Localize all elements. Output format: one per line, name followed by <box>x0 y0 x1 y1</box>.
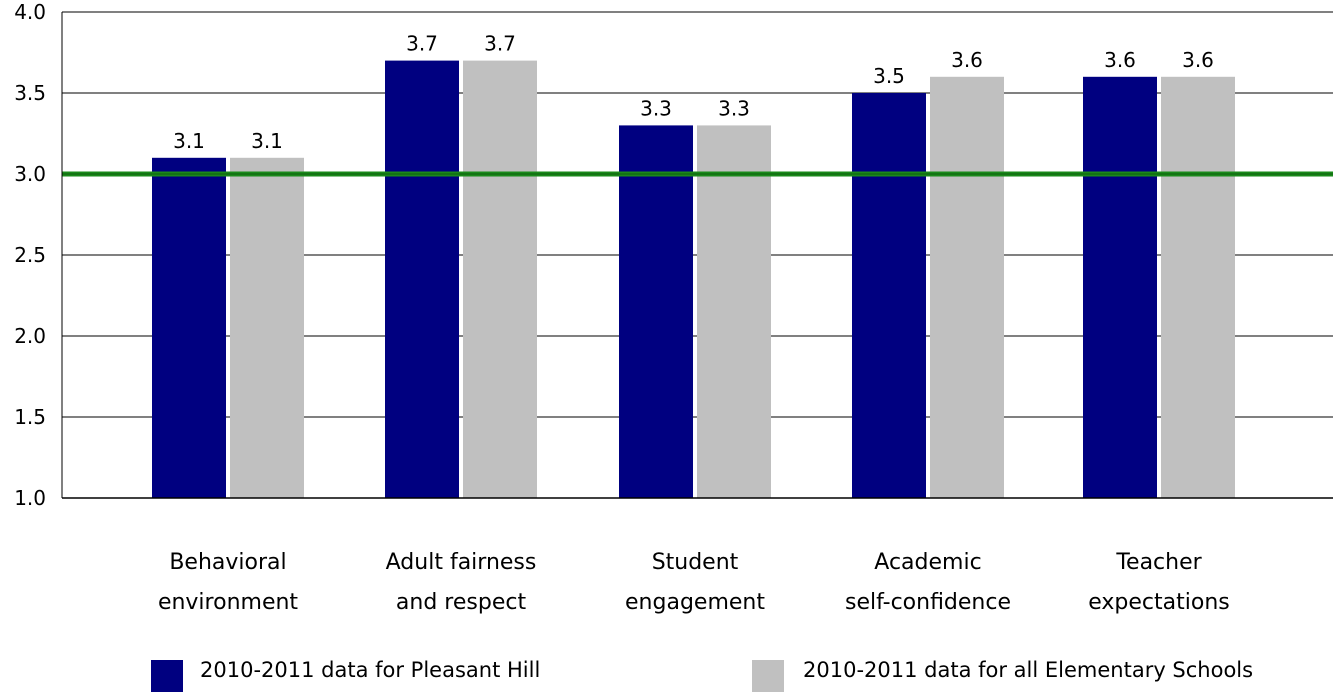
bars <box>152 60 1235 499</box>
category-label: self-confidence <box>845 590 1011 615</box>
x-axis <box>61 12 1333 499</box>
bar-all-elementary <box>930 76 1004 499</box>
value-labels: 3.1 3.7 3.3 3.5 3.6 3.1 3.7 3.3 3.6 3.6 <box>173 32 1214 153</box>
bar-pleasant-hill <box>152 157 226 499</box>
category-label: Student <box>652 550 739 575</box>
bar-all-elementary <box>697 125 771 499</box>
value-label: 3.5 <box>873 64 905 88</box>
value-label: 3.3 <box>640 96 672 120</box>
bar-pleasant-hill <box>619 125 693 499</box>
y-tick-label: 3.5 <box>14 81 46 105</box>
bar-all-elementary <box>463 60 537 498</box>
value-label: 3.7 <box>484 32 516 56</box>
value-label: 3.1 <box>173 129 205 153</box>
y-axis-ticks: 1.0 1.5 2.0 2.5 3.0 3.5 4.0 <box>14 0 46 510</box>
category-label: expectations <box>1088 590 1229 615</box>
legend: 2010-2011 data for Pleasant Hill 2010-201… <box>151 658 1253 692</box>
y-tick-label: 1.0 <box>14 486 46 510</box>
value-label: 3.6 <box>1182 48 1214 72</box>
legend-label: 2010-2011 data for all Elementary School… <box>803 658 1253 682</box>
y-tick-label: 3.0 <box>14 162 46 186</box>
value-label: 3.6 <box>951 48 983 72</box>
category-label: and respect <box>396 590 527 615</box>
y-tick-label: 1.5 <box>14 405 46 429</box>
bar-all-elementary <box>1161 76 1235 499</box>
category-label: Academic <box>874 550 981 575</box>
category-label: engagement <box>625 590 765 615</box>
bar-all-elementary <box>230 157 304 499</box>
bar-pleasant-hill <box>852 93 926 498</box>
category-label: environment <box>158 590 298 615</box>
category-label: Behavioral <box>169 550 286 575</box>
y-tick-label: 2.5 <box>14 243 46 267</box>
value-label: 3.6 <box>1104 48 1136 72</box>
bar-pleasant-hill <box>1083 76 1157 499</box>
value-label: 3.1 <box>251 129 283 153</box>
y-tick-label: 4.0 <box>14 0 46 24</box>
category-label: Teacher <box>1115 550 1202 575</box>
category-label: Adult fairness <box>386 550 537 575</box>
legend-swatch <box>752 660 784 692</box>
legend-label: 2010-2011 data for Pleasant Hill <box>200 658 540 682</box>
legend-swatch <box>151 660 183 692</box>
y-tick-label: 2.0 <box>14 324 46 348</box>
value-label: 3.7 <box>406 32 438 56</box>
value-label: 3.3 <box>718 96 750 120</box>
category-labels: Behavioral environment Adult fairness and r… <box>158 550 1230 615</box>
bar-pleasant-hill <box>385 60 459 498</box>
